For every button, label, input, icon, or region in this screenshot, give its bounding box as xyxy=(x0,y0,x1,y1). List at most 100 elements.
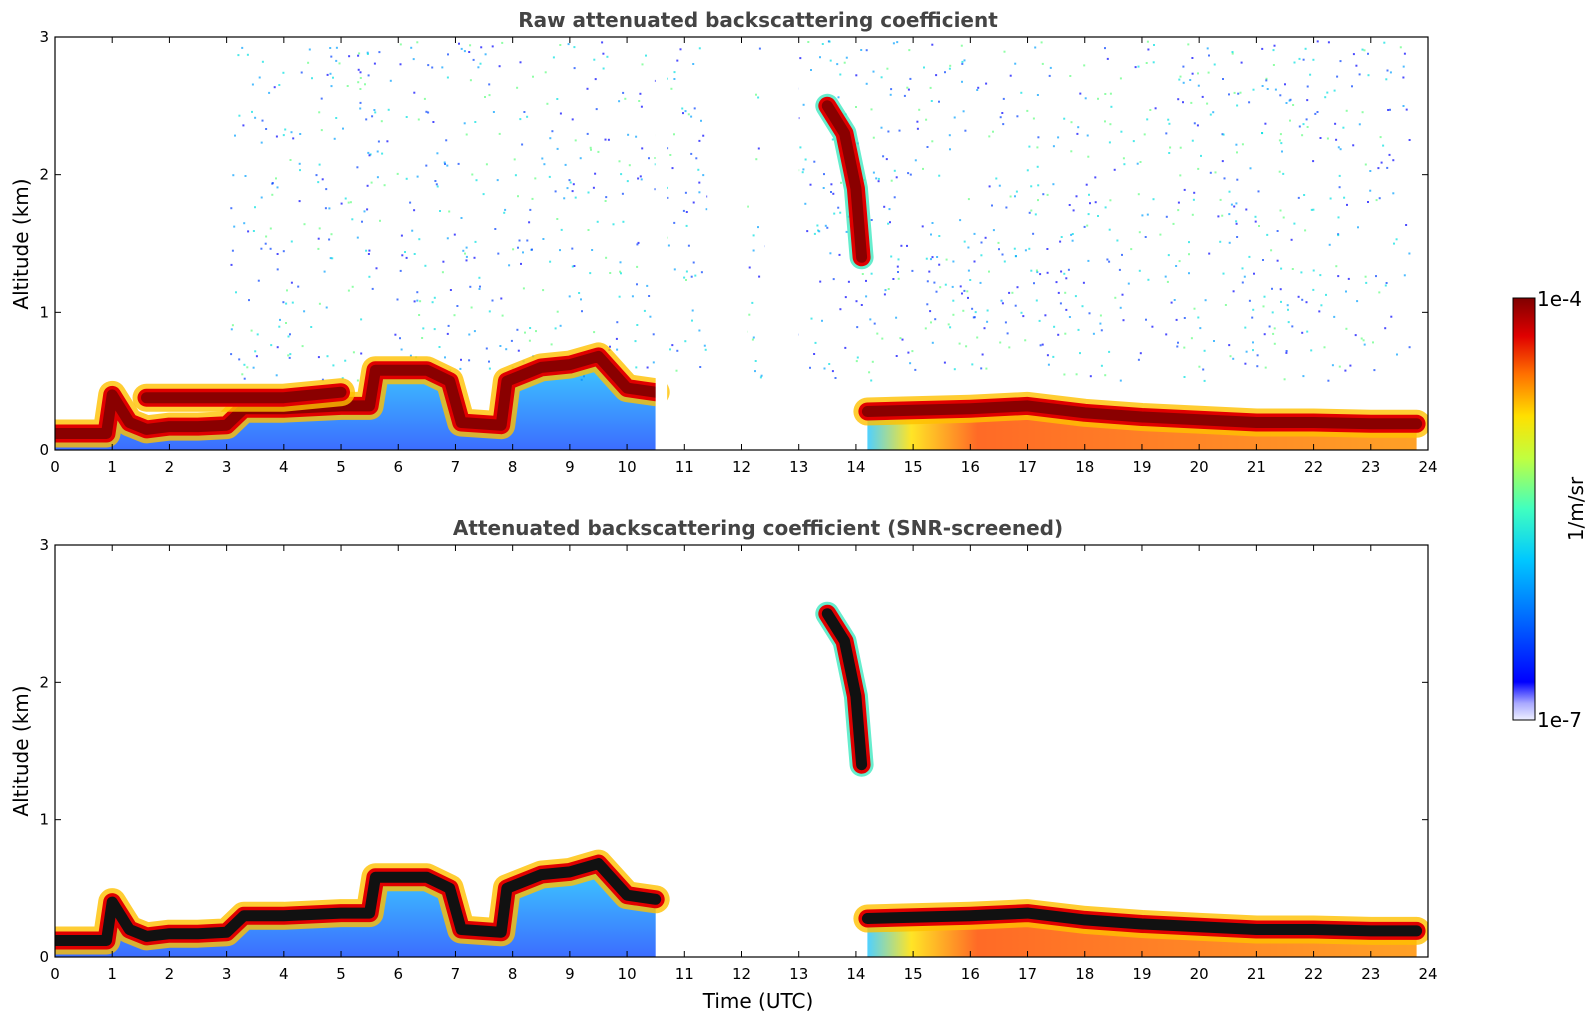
noise-dot xyxy=(1177,209,1180,212)
noise-dot xyxy=(1032,232,1035,235)
noise-dot xyxy=(698,139,701,142)
noise-dot xyxy=(931,222,934,224)
noise-dot xyxy=(1083,225,1086,228)
noise-dot xyxy=(754,360,757,362)
noise-dot xyxy=(703,344,706,347)
noise-dot xyxy=(292,137,295,140)
noise-dot xyxy=(823,173,825,176)
noise-dot xyxy=(1108,260,1111,263)
noise-dot xyxy=(1324,96,1327,99)
noise-dot xyxy=(903,94,906,97)
noise-dot xyxy=(1198,365,1201,368)
noise-dot xyxy=(242,124,245,127)
noise-dot xyxy=(465,259,468,262)
y-tick-label: 0 xyxy=(39,948,49,966)
x-tick-label: 4 xyxy=(279,965,289,983)
noise-dot xyxy=(485,163,488,166)
noise-dot xyxy=(837,96,840,99)
noise-dot xyxy=(1276,230,1279,232)
colorbar-min-label: 1e-7 xyxy=(1537,708,1582,732)
noise-dot xyxy=(1297,295,1300,298)
noise-dot xyxy=(816,224,819,227)
noise-dot xyxy=(1270,249,1273,252)
noise-dot xyxy=(1048,74,1051,77)
noise-dot xyxy=(1335,138,1338,141)
noise-dot xyxy=(300,71,303,74)
noise-dot xyxy=(1204,299,1207,302)
noise-dot xyxy=(409,354,412,357)
noise-dot xyxy=(985,82,988,85)
noise-dot xyxy=(586,132,589,135)
noise-dot xyxy=(344,197,347,200)
noise-dot xyxy=(1228,213,1231,216)
noise-dot xyxy=(1345,290,1347,293)
noise-dot xyxy=(1036,94,1039,96)
noise-dot xyxy=(298,162,301,165)
noise-dot xyxy=(542,289,545,292)
noise-dot xyxy=(1252,88,1255,91)
noise-dot xyxy=(474,121,477,123)
noise-dot xyxy=(1083,64,1086,67)
noise-dot xyxy=(1272,49,1275,52)
noise-dot xyxy=(618,160,621,163)
noise-dot xyxy=(344,359,347,362)
noise-dot xyxy=(1149,109,1152,111)
noise-dot xyxy=(1228,190,1231,193)
noise-dot xyxy=(896,265,899,268)
noise-dot xyxy=(1024,249,1027,252)
noise-dot xyxy=(444,356,446,359)
noise-dot xyxy=(959,285,962,288)
noise-dot xyxy=(346,85,349,87)
noise-dot xyxy=(246,366,249,369)
noise-dot xyxy=(890,88,893,91)
noise-dot xyxy=(880,126,883,129)
noise-dot xyxy=(1289,119,1291,122)
noise-dot xyxy=(377,140,380,143)
x-tick-label: 14 xyxy=(846,458,865,476)
noise-dot xyxy=(1052,355,1055,358)
noise-dot xyxy=(1279,133,1282,136)
noise-dot xyxy=(953,368,956,371)
noise-dot xyxy=(639,92,642,95)
noise-dot xyxy=(1188,241,1190,244)
noise-dot xyxy=(666,196,669,199)
noise-dot xyxy=(1312,288,1315,291)
noise-dot xyxy=(1389,108,1391,111)
noise-dot xyxy=(963,240,966,243)
noise-dot xyxy=(1016,115,1019,118)
noise-dot xyxy=(571,265,574,268)
noise-dot xyxy=(1197,72,1199,75)
noise-dot xyxy=(358,52,361,55)
noise-dot xyxy=(635,135,638,138)
noise-dot xyxy=(1252,349,1254,352)
noise-dot xyxy=(1325,293,1327,296)
noise-dot xyxy=(356,166,359,169)
noise-dot xyxy=(465,255,468,258)
noise-dot xyxy=(844,346,847,349)
noise-dot xyxy=(1167,118,1170,121)
noise-dot xyxy=(1302,58,1305,61)
noise-dot xyxy=(938,263,941,266)
noise-dot xyxy=(330,55,333,58)
noise-dot xyxy=(1075,195,1078,198)
noise-dot xyxy=(754,370,756,373)
noise-dot xyxy=(573,265,576,267)
noise-dot xyxy=(1059,302,1062,305)
noise-dot xyxy=(1014,62,1017,65)
noise-dot xyxy=(1390,315,1393,318)
noise-dot xyxy=(287,335,290,338)
noise-dot xyxy=(237,54,240,57)
noise-dot xyxy=(1118,268,1121,271)
noise-dot xyxy=(1282,216,1285,219)
noise-dot xyxy=(1306,85,1309,88)
noise-dot xyxy=(376,176,379,179)
x-tick-label: 19 xyxy=(1132,458,1151,476)
noise-dot xyxy=(282,250,285,253)
noise-dot xyxy=(472,58,475,61)
noise-dot xyxy=(687,113,690,116)
noise-dot xyxy=(359,77,362,79)
y-tick-label: 3 xyxy=(39,28,49,46)
noise-dot xyxy=(1104,374,1107,377)
noise-dot xyxy=(357,68,360,71)
noise-dot xyxy=(387,108,390,111)
